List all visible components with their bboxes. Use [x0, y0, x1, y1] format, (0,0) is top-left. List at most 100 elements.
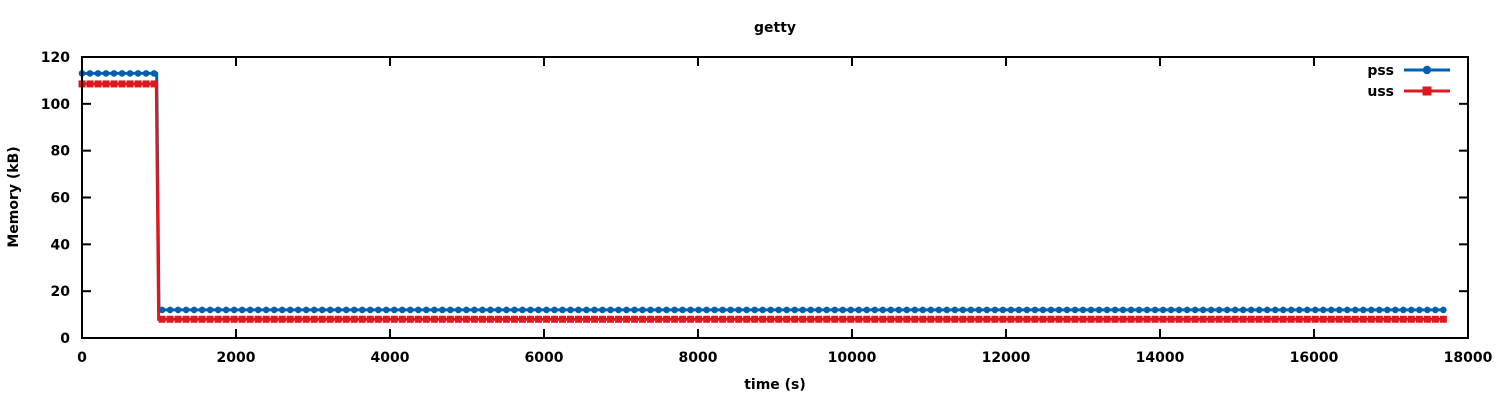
data-point-pss [134, 70, 142, 77]
data-point-pss [102, 70, 110, 77]
data-point-uss [366, 315, 374, 323]
data-point-uss [663, 315, 671, 323]
data-point-pss [374, 306, 382, 314]
data-point-uss [847, 315, 855, 323]
data-point-pss [1408, 306, 1415, 314]
data-point-uss [639, 315, 647, 323]
data-point-uss [1399, 315, 1407, 323]
data-point-pss [1384, 306, 1391, 314]
data-point-pss [254, 306, 262, 314]
data-point-uss [1223, 315, 1231, 323]
data-point-uss [174, 315, 182, 323]
data-point-pss [535, 306, 542, 314]
data-point-pss [1031, 306, 1039, 314]
series-line-uss [82, 82, 1445, 321]
data-point-pss [1239, 306, 1247, 314]
data-point-pss [1199, 306, 1207, 314]
data-point-pss [927, 306, 935, 314]
data-point-uss [1303, 315, 1311, 323]
data-point-uss [831, 315, 839, 323]
data-point-uss [1255, 315, 1263, 323]
data-point-uss [574, 315, 582, 323]
data-point-uss [927, 315, 935, 323]
data-point-pss [1295, 306, 1303, 314]
data-point-pss [1416, 306, 1423, 314]
data-point-pss [1079, 306, 1087, 314]
data-point-uss [1135, 315, 1143, 323]
data-point-pss [358, 306, 366, 314]
data-point-uss [1199, 315, 1207, 323]
data-point-uss [358, 315, 366, 323]
data-point-pss [575, 306, 582, 314]
data-point-pss [455, 306, 462, 314]
data-point-uss [903, 315, 911, 323]
data-point-pss [711, 306, 718, 314]
data-point-pss [1143, 306, 1151, 314]
data-point-pss [1063, 306, 1071, 314]
data-point-pss [767, 306, 774, 314]
data-point-uss [1047, 315, 1055, 323]
data-point-pss [270, 306, 278, 314]
data-point-pss [326, 306, 334, 314]
data-point-pss [999, 306, 1007, 314]
data-point-pss [983, 306, 991, 314]
legend-marker-pss [1422, 65, 1432, 75]
data-point-uss [566, 315, 574, 323]
data-point-uss [518, 315, 526, 323]
legend-marker-uss [1422, 86, 1432, 96]
data-point-uss [943, 315, 951, 323]
data-point-uss [198, 315, 206, 323]
data-point-pss [503, 306, 510, 314]
data-point-uss [286, 315, 294, 323]
data-point-uss [759, 315, 767, 323]
data-point-pss [1351, 306, 1359, 314]
data-point-pss [1159, 306, 1167, 314]
data-point-uss [631, 315, 639, 323]
data-point-uss [1287, 315, 1295, 323]
data-point-pss [158, 306, 166, 314]
data-point-pss [182, 306, 190, 314]
data-point-pss [118, 70, 126, 77]
data-point-uss [1431, 315, 1439, 323]
data-point-pss [863, 306, 871, 314]
data-point-pss [935, 306, 943, 314]
data-point-uss [719, 315, 727, 323]
data-point-uss [1055, 315, 1063, 323]
data-point-uss [767, 315, 775, 323]
data-point-pss [759, 306, 766, 314]
data-point-pss [839, 306, 847, 314]
data-point-uss [887, 315, 895, 323]
y-tick-label: 80 [51, 144, 71, 160]
data-point-pss [1375, 306, 1383, 314]
data-point-uss [374, 315, 382, 323]
x-tick-label: 2000 [217, 350, 256, 366]
data-point-pss [1271, 306, 1279, 314]
data-point-uss [839, 315, 847, 323]
data-point-uss [206, 315, 214, 323]
data-point-uss [182, 315, 190, 323]
data-point-uss [502, 315, 510, 323]
x-tick-label: 0 [77, 350, 87, 366]
data-point-pss [1303, 306, 1311, 314]
data-point-uss [294, 315, 302, 323]
plot-content: 0 2000 4000 6000 8000 10000 12000 14000 16000 180… [41, 50, 1493, 366]
data-point-uss [1071, 315, 1079, 323]
data-point-uss [1015, 315, 1023, 323]
data-point-uss [711, 315, 719, 323]
data-point-uss [1007, 315, 1015, 323]
data-point-uss [583, 315, 591, 323]
x-tick-label: 8000 [679, 350, 718, 366]
data-point-pss [967, 306, 975, 314]
data-point-uss [310, 315, 318, 323]
data-point-uss [791, 315, 799, 323]
data-point-pss [415, 306, 422, 314]
x-tick-label: 4000 [371, 350, 410, 366]
data-point-uss [542, 315, 550, 323]
data-point-uss [1119, 315, 1127, 323]
data-point-uss [406, 315, 414, 323]
data-point-pss [262, 306, 270, 314]
data-point-pss [1279, 306, 1287, 314]
data-point-pss [238, 306, 246, 314]
data-point-pss [1247, 306, 1255, 314]
data-point-uss [454, 315, 462, 323]
